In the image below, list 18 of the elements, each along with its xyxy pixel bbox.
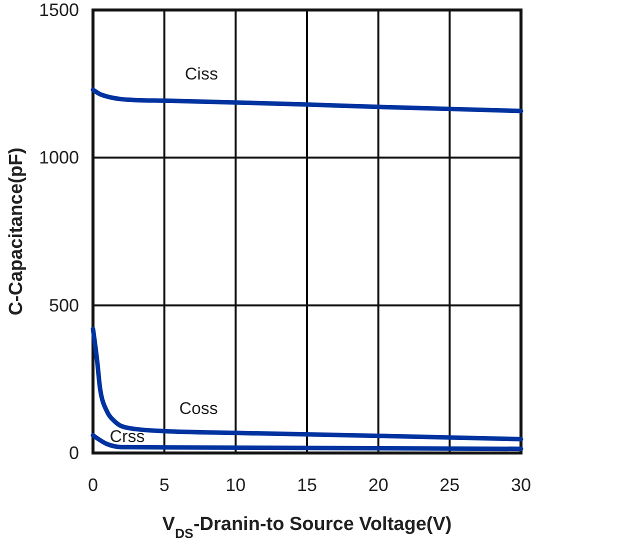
x-tick-label: 25 bbox=[440, 475, 460, 495]
series-label: Coss bbox=[179, 399, 218, 418]
x-tick-label: 30 bbox=[510, 475, 532, 495]
x-tick-label: 15 bbox=[296, 475, 318, 495]
y-tick-label: 500 bbox=[48, 295, 79, 316]
x-tick-label: 10 bbox=[226, 475, 246, 495]
y-tick-label: 0 bbox=[68, 443, 79, 463]
x-tick-label: 0 bbox=[88, 475, 98, 495]
y-tick-label: 1000 bbox=[38, 148, 79, 168]
y-tick-label: 1500 bbox=[38, 0, 79, 20]
series-label: Ciss bbox=[184, 64, 218, 84]
line-series bbox=[90, 87, 524, 114]
series-label: Crss bbox=[110, 426, 145, 446]
y-axis-title: C-Capacitance(pF) bbox=[6, 148, 27, 316]
x-tick-label: 20 bbox=[368, 475, 388, 495]
x-axis-title: V$_{DS}$-Dranin-to Source Voltage(V) bbox=[162, 514, 452, 540]
x-tick-label: 5 bbox=[159, 475, 170, 495]
line-series bbox=[90, 326, 524, 442]
